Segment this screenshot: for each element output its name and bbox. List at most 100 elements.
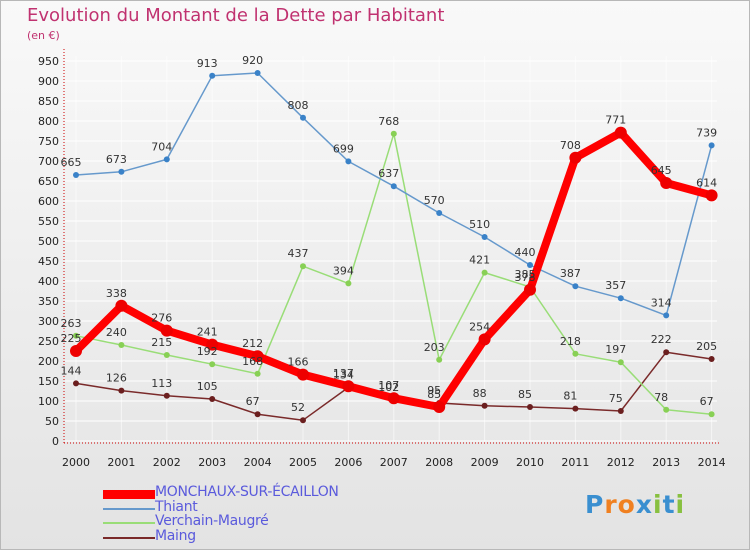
data-label: 205 [696,340,717,353]
data-label: 113 [151,377,172,390]
data-point [300,417,306,424]
legend-swatch [103,489,155,499]
data-label: 218 [560,335,581,348]
series-thiant [73,70,715,319]
data-label: 203 [424,341,445,354]
data-label: 394 [333,264,354,277]
data-point [254,370,261,377]
y-tick-label: 0 [52,435,59,448]
data-point [118,387,125,394]
y-tick-label: 500 [38,235,59,248]
data-point [708,142,715,149]
data-point [160,324,173,337]
data-label: 241 [197,326,218,339]
data-label: 385 [515,268,536,281]
data-point [663,312,670,319]
data-label: 263 [61,317,82,330]
data-point [527,404,533,410]
data-label: 240 [106,326,127,339]
logo-letter: x [635,490,653,519]
data-point [527,262,533,268]
x-tick-label: 2014 [698,456,726,469]
x-tick-label: 2009 [471,456,499,469]
data-point [163,392,170,399]
x-tick-label: 2007 [380,456,408,469]
data-label: 708 [560,139,581,152]
data-point [572,405,579,412]
data-label: 771 [605,114,626,127]
y-tick-label: 100 [38,395,59,408]
data-point [254,411,261,418]
data-point [705,189,718,202]
x-tick-label: 2011 [561,456,589,469]
y-tick-label: 300 [38,315,59,328]
logo-letter: i [653,490,663,519]
data-label: 440 [515,246,536,259]
data-label: 85 [427,388,441,401]
data-point [163,156,170,163]
data-point [118,342,125,348]
data-point [390,130,397,137]
y-tick-label: 650 [38,175,59,188]
data-label: 645 [651,164,672,177]
data-point [390,183,397,190]
data-label: 212 [242,337,263,350]
data-label: 768 [378,115,399,128]
data-label: 95 [427,384,441,397]
y-tick-label: 350 [38,295,59,308]
legend-label: Verchain-Maugré [155,513,269,529]
data-label: 637 [378,167,399,180]
data-label: 52 [291,401,305,414]
data-label: 81 [563,390,577,403]
data-label: 137 [333,367,354,380]
logo-letter: P [585,490,605,519]
data-label: 314 [651,296,672,309]
data-point [209,396,216,402]
data-point [300,114,306,121]
data-point [569,151,582,164]
data-point [708,411,715,418]
data-label: 437 [288,247,309,260]
data-point [70,345,82,357]
y-tick-label: 50 [45,415,59,428]
data-point [572,350,579,357]
data-point [481,402,488,409]
data-point [660,177,673,189]
data-label: 510 [469,218,490,231]
data-label: 88 [473,387,487,400]
data-label: 144 [61,364,82,377]
logo-letter: o [617,490,636,519]
data-point [481,269,488,276]
logo-letter: i [675,490,686,519]
y-tick-label: 850 [38,95,59,108]
data-label: 134 [333,368,354,381]
data-label: 665 [61,156,82,169]
x-tick-label: 2004 [244,456,272,469]
y-tick-label: 750 [38,135,59,148]
data-point [342,380,355,393]
data-point [297,368,309,381]
data-point [478,333,491,346]
data-point [209,361,216,368]
data-point [115,299,128,312]
x-tick-label: 2008 [425,456,453,469]
data-point [254,70,261,76]
logo-letter: r [604,490,618,519]
data-point [433,401,446,413]
x-tick-label: 2013 [652,456,680,469]
y-tick-label: 250 [38,335,59,348]
data-label: 85 [518,388,532,401]
x-tick-label: 2012 [607,456,635,469]
data-point [206,338,219,351]
data-point [345,158,352,165]
x-tick-label: 2001 [107,456,135,469]
data-label: 222 [651,333,672,346]
x-tick-label: 2000 [62,456,90,469]
data-label: 105 [197,380,218,393]
data-point [617,359,624,366]
y-tick-label: 900 [38,75,59,88]
data-label: 704 [151,140,172,153]
data-point [617,408,624,414]
data-label: 254 [469,320,490,333]
